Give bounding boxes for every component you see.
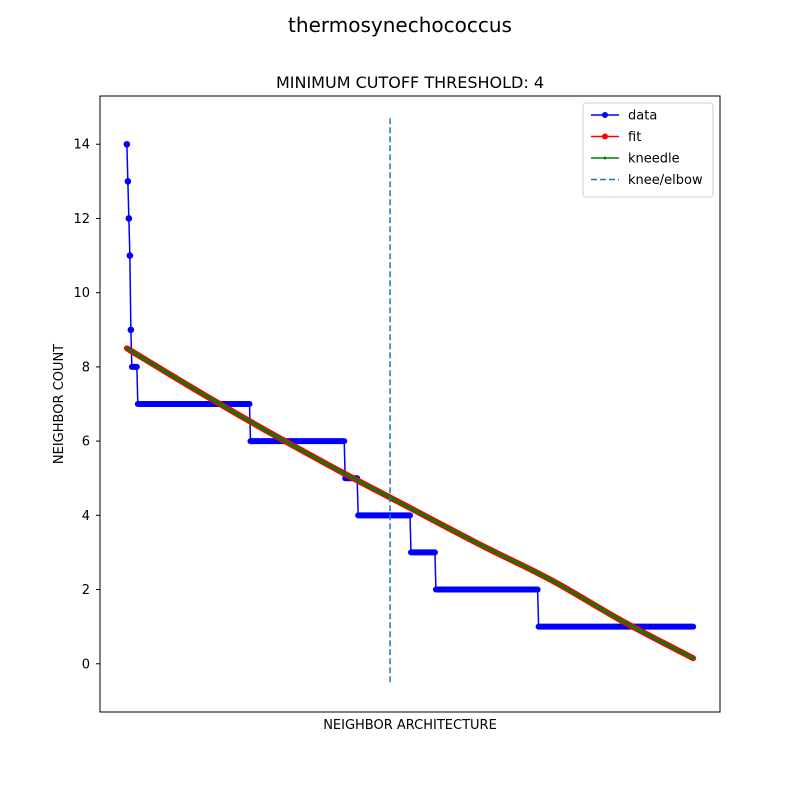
legend-entry-3: knee/elbow	[591, 173, 703, 188]
y-axis: 0 2 4 6 8 10 12 14	[73, 138, 100, 672]
data-point-4	[127, 326, 135, 334]
y-tick-label-8: 8	[82, 360, 90, 375]
data-point-1	[124, 178, 132, 185]
legend: data fit kneedle knee/elbow	[582, 102, 714, 198]
y-axis-label: NEIGHBOR COUNT	[52, 344, 67, 464]
y-tick-label-14: 14	[73, 138, 90, 153]
legend-entry-1: fit	[591, 130, 641, 145]
plot-frame	[99, 95, 721, 713]
series-layer	[123, 118, 697, 685]
y-tick-label-4: 4	[82, 509, 90, 524]
y-tick-label-0: 0	[82, 657, 90, 672]
kneedle-line	[125, 346, 695, 660]
legend-label-1: fit	[628, 130, 641, 145]
chart-title: MINIMUM CUTOFF THRESHOLD: 4	[276, 73, 544, 92]
y-tick-label-12: 12	[73, 212, 90, 227]
y-tick-label-10: 10	[73, 286, 90, 301]
legend-entry-2: kneedle	[591, 152, 680, 167]
data-point-2	[125, 215, 133, 222]
legend-entry-0: data	[591, 109, 657, 124]
data-point-0	[123, 140, 131, 148]
legend-marker-0	[602, 112, 608, 118]
legend-label-3: knee/elbow	[628, 173, 703, 188]
legend-marker-1	[602, 133, 608, 140]
y-tick-label-2: 2	[82, 583, 90, 598]
data-point-3	[126, 252, 134, 259]
x-axis-label: NEIGHBOR ARCHITECTURE	[323, 718, 497, 733]
series-kneedle	[125, 346, 695, 660]
legend-box	[582, 102, 714, 198]
y-tick-label-6: 6	[82, 435, 90, 450]
legend-label-0: data	[628, 109, 657, 124]
figure-suptitle: thermosynechococcus	[288, 13, 512, 37]
series-data	[123, 140, 697, 630]
legend-label-2: kneedle	[628, 152, 680, 167]
legend-marker-2	[603, 156, 607, 160]
